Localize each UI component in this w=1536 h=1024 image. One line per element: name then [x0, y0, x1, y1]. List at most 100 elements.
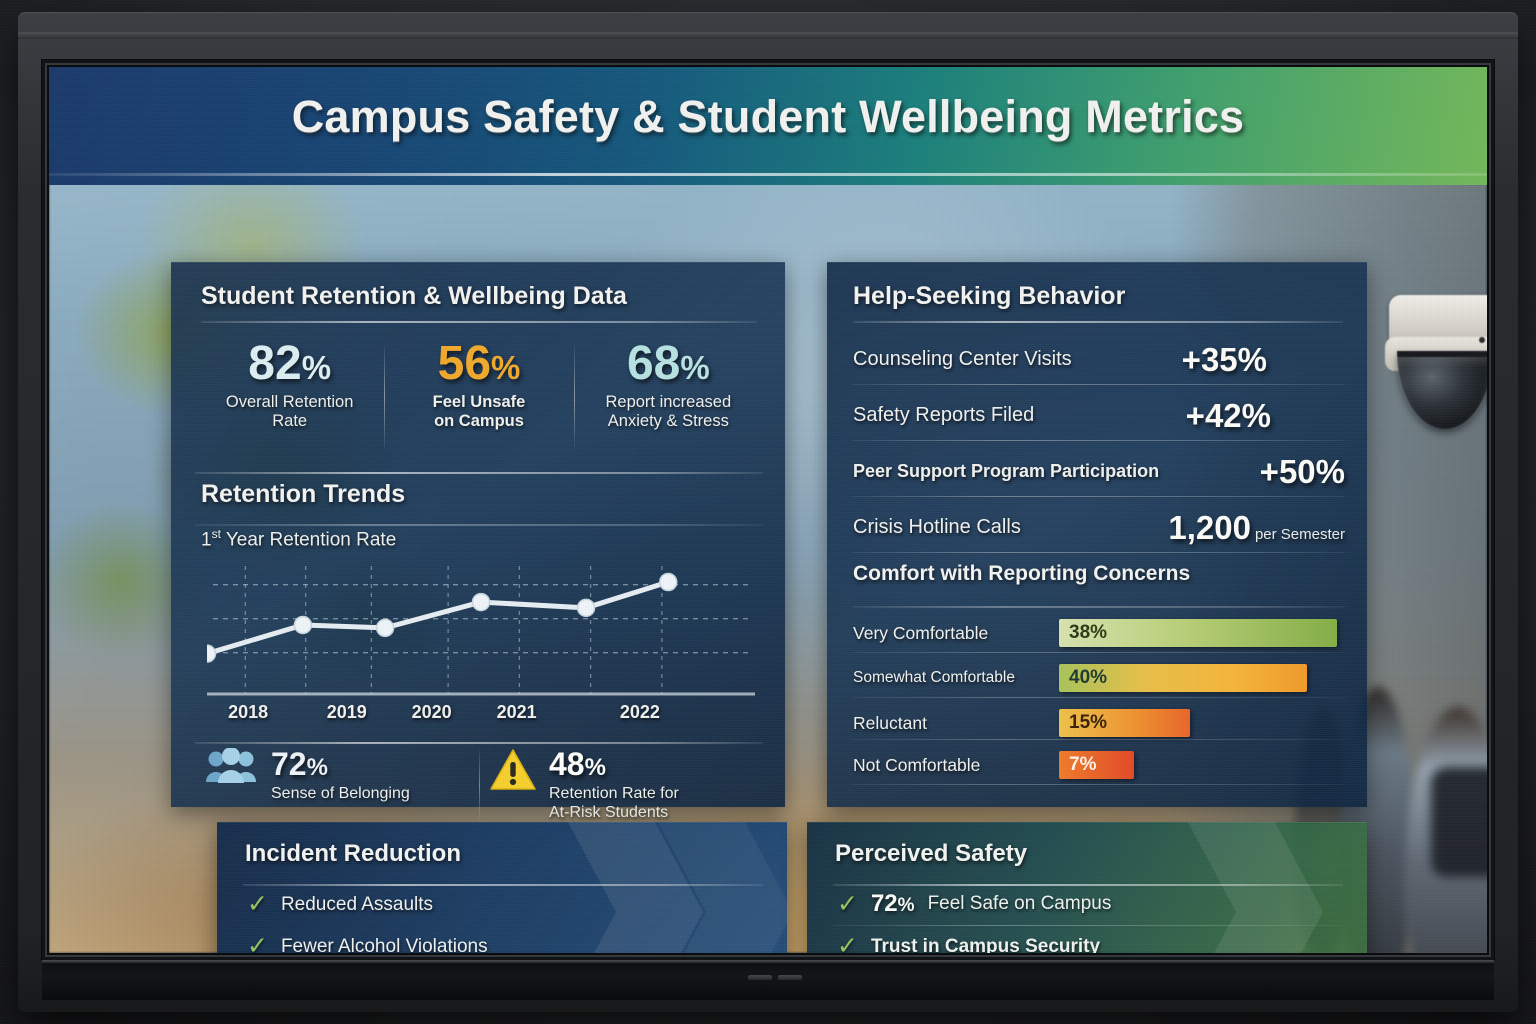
- divider: [195, 524, 763, 526]
- bar-row: Very Comfortable 38%: [853, 614, 1345, 652]
- retention-trend-line-chart: [207, 566, 755, 696]
- screen: Campus Safety & Student Wellbeing Metric…: [49, 67, 1487, 953]
- metric-row-peer-support: Peer Support Program Participation +50%: [853, 448, 1345, 494]
- x-axis-tick-label: 2021: [496, 702, 537, 722]
- list-item: ✓ Trust in Campus Security: [837, 932, 1343, 954]
- check-icon: ✓: [247, 932, 268, 954]
- kpi-anxiety-stress: 68% Report increased Anxiety & Stress: [573, 337, 763, 458]
- bar-value-label: 38%: [1069, 622, 1108, 643]
- bar-category-label: Not Comfortable: [853, 754, 981, 775]
- dome-security-camera: [1367, 285, 1487, 445]
- divider: [853, 784, 1345, 785]
- metric-value: +42%: [1185, 396, 1271, 434]
- check-icon: ✓: [837, 889, 858, 918]
- list-item-value: 72%: [870, 890, 915, 917]
- backpack-shape: [1431, 767, 1487, 877]
- left-panel-header: Student Retention & Wellbeing Data: [201, 282, 757, 323]
- help-seeking-panel: Help-Seeking Behavior Counseling Center …: [827, 262, 1367, 807]
- divider: [853, 652, 1345, 653]
- kpi-value: 68%: [626, 337, 710, 390]
- list-item-label: Fewer Alcohol Violations: [280, 935, 488, 954]
- bar: 7%: [1059, 751, 1134, 779]
- perceived-panel-title: Perceived Safety: [835, 840, 1028, 867]
- bar-row: Somewhat Comfortable 40%: [853, 659, 1345, 697]
- mini-stat-text: 72% Sense of Belonging: [271, 748, 410, 803]
- list-item: ✓ Fewer Alcohol Violations: [247, 932, 763, 954]
- bar-category-label: Very Comfortable: [853, 622, 989, 643]
- screen-frame: Campus Safety & Student Wellbeing Metric…: [42, 60, 1494, 960]
- x-axis-tick-label: 2018: [228, 702, 269, 722]
- perceived-safety-panel: Perceived Safety ✓ 72% Feel Safe on Camp…: [807, 822, 1367, 953]
- kpi-value: 56%: [437, 337, 521, 390]
- retention-trends-title: Retention Trends: [201, 480, 406, 508]
- metric-label: Peer Support Program Participation: [853, 460, 1160, 481]
- bar-category-label: Somewhat Comfortable: [853, 669, 1015, 686]
- list-item: ✓ Reduced Assaults: [247, 892, 763, 917]
- mini-stats-row: 72% Sense of Belonging 48%: [195, 748, 763, 824]
- dashboard-header: Campus Safety & Student Wellbeing Metric…: [49, 67, 1487, 185]
- x-axis-tick-label: 2020: [411, 702, 452, 722]
- student-retention-panel: Student Retention & Wellbeing Data 82% O…: [171, 262, 785, 821]
- divider: [201, 321, 757, 323]
- page-title: Campus Safety & Student Wellbeing Metric…: [291, 91, 1245, 142]
- metric-row-counseling: Counseling Center Visits +35%: [853, 336, 1345, 382]
- mini-stat-value: 48%: [549, 746, 606, 782]
- metric-label: Counseling Center Visits: [853, 347, 1072, 370]
- kpi-label: Overall Retention Rate: [225, 393, 354, 431]
- bar: 38%: [1059, 619, 1337, 647]
- divider: [853, 739, 1345, 740]
- check-icon: ✓: [247, 890, 268, 918]
- divider: [853, 321, 1343, 323]
- kpi-label: Report increased Anxiety & Stress: [605, 393, 732, 431]
- kpi-overall-retention: 82% Overall Retention Rate: [195, 340, 384, 458]
- divider: [243, 884, 763, 886]
- divider: [833, 884, 1343, 886]
- incident-panel-title: Incident Reduction: [245, 840, 461, 867]
- bezel-sheen: [42, 960, 1494, 963]
- list-item-label: Reduced Assaults: [280, 893, 434, 915]
- mini-stat-at-risk: 48% Retention Rate for At-Risk Students: [479, 748, 763, 824]
- divider: [853, 697, 1345, 698]
- mini-stat-belonging: 72% Sense of Belonging: [195, 748, 479, 824]
- display-indicator-icon: [778, 975, 802, 980]
- mini-stat-text: 48% Retention Rate for At-Risk Students: [549, 748, 679, 822]
- trend-markers: [207, 572, 678, 663]
- divider: [195, 472, 763, 474]
- comfort-chart-title: Comfort with Reporting Concerns: [853, 562, 1191, 585]
- right-panel-header: Help-Seeking Behavior: [853, 282, 1343, 323]
- kpi-label: Feel Unsafe on Campus: [432, 393, 526, 431]
- metric-value: 1,200 per Semester: [1168, 508, 1345, 546]
- x-axis-tick-label: 2019: [326, 702, 367, 722]
- chart-subtitle: 1st Year Retention Rate: [201, 527, 397, 551]
- wall-mounted-display: Campus Safety & Student Wellbeing Metric…: [18, 12, 1518, 1012]
- metric-value: +50%: [1259, 452, 1345, 490]
- divider: [833, 925, 1343, 926]
- trend-line: [207, 579, 671, 657]
- kpi-value: 82%: [248, 337, 332, 390]
- right-panel-title: Help-Seeking Behavior: [853, 282, 1126, 310]
- divider: [853, 552, 1345, 553]
- metric-unit: per Semester: [1254, 525, 1345, 543]
- check-icon: ✓: [837, 932, 858, 954]
- kpi-row: 82% Overall Retention Rate 56% Feel Unsaf…: [195, 340, 763, 458]
- bezel-bottom: [42, 960, 1494, 1000]
- list-item: ✓ 72% Feel Safe on Campus: [837, 890, 1343, 918]
- divider: [195, 742, 763, 744]
- kpi-feel-unsafe: 56% Feel Unsafe on Campus: [384, 340, 573, 458]
- bar-value-label: 40%: [1069, 667, 1108, 688]
- warning-triangle-icon: [490, 749, 536, 790]
- bar-value-label: 15%: [1069, 712, 1108, 733]
- chart-x-axis-labels: 2018 2019 2020 2021 2022: [207, 702, 755, 728]
- divider: [853, 496, 1345, 497]
- mini-stat-value: 72%: [271, 746, 328, 782]
- metric-value: +35%: [1181, 340, 1267, 378]
- left-panel-title: Student Retention & Wellbeing Data: [201, 282, 627, 310]
- divider: [853, 384, 1345, 385]
- header-divider: [49, 173, 1487, 176]
- bar: 15%: [1059, 709, 1190, 737]
- mini-stat-label: Sense of Belonging: [271, 785, 410, 802]
- divider: [853, 606, 1345, 608]
- bar-value-label: 7%: [1069, 754, 1097, 775]
- display-indicator-icon: [748, 975, 772, 980]
- bezel-top-rail: [18, 32, 1518, 39]
